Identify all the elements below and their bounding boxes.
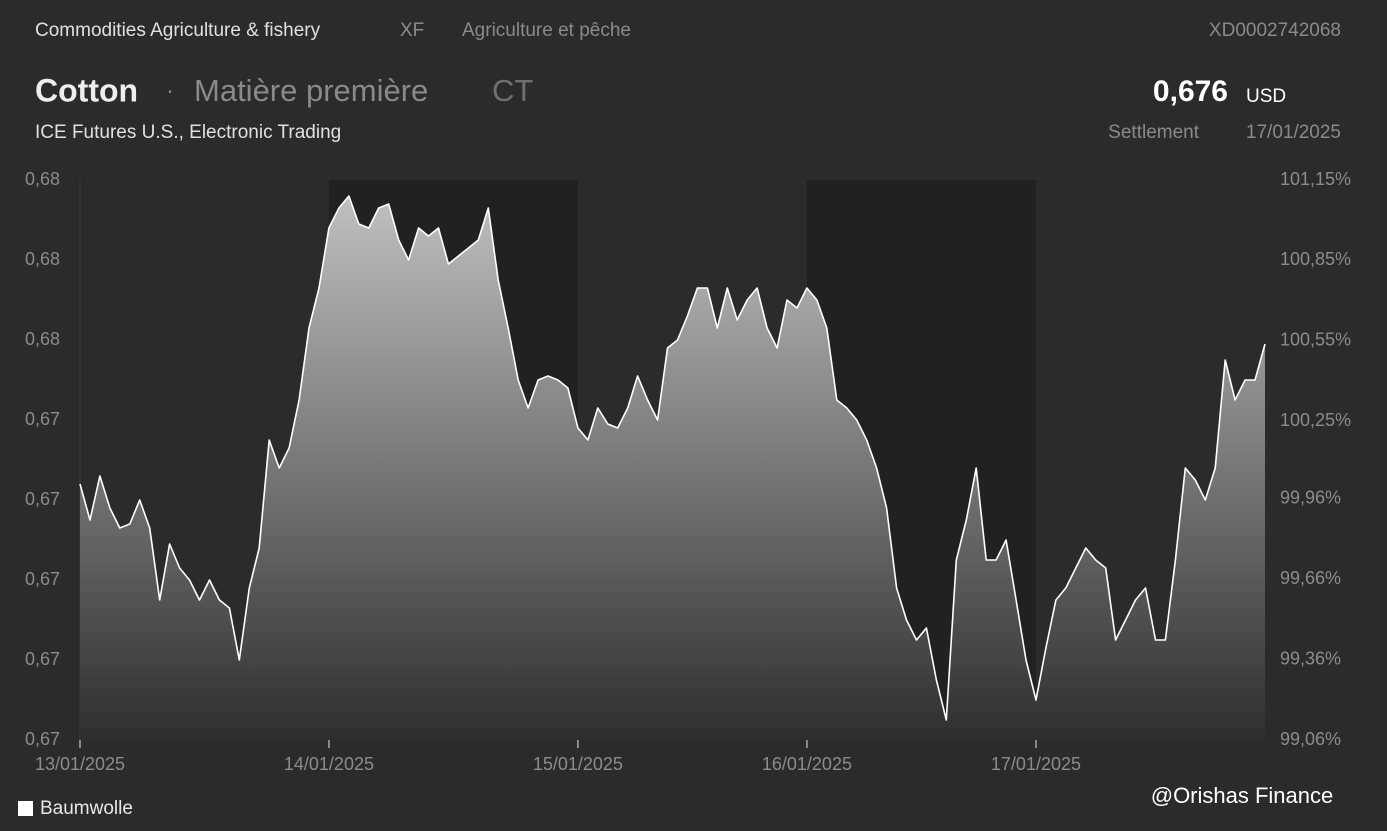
y2-tick-label: 100,85% bbox=[1280, 249, 1351, 269]
separator: · bbox=[166, 77, 174, 104]
isin: XD0002742068 bbox=[1209, 20, 1341, 41]
category-fr: Agriculture et pêche bbox=[462, 20, 631, 41]
price: 0,676 bbox=[1153, 75, 1228, 108]
y-tick-label: 0,67 bbox=[25, 489, 60, 509]
area-fill bbox=[80, 196, 1265, 740]
y-tick-label: 0,67 bbox=[25, 729, 60, 749]
currency: USD bbox=[1246, 86, 1286, 107]
y-tick-label: 0,67 bbox=[25, 649, 60, 669]
y-tick-label: 0,67 bbox=[25, 409, 60, 429]
x-tick-label: 14/01/2025 bbox=[284, 754, 374, 774]
y-tick-label: 0,68 bbox=[25, 329, 60, 349]
y-tick-label: 0,67 bbox=[25, 569, 60, 589]
x-tick-label: 17/01/2025 bbox=[991, 754, 1081, 774]
legend-label[interactable]: Baumwolle bbox=[40, 798, 133, 819]
y2-tick-label: 100,25% bbox=[1280, 410, 1351, 430]
asset-type: Matière première bbox=[194, 73, 428, 108]
instrument-name: Cotton bbox=[35, 72, 138, 108]
price-date: 17/01/2025 bbox=[1246, 122, 1341, 143]
symbol: CT bbox=[492, 73, 533, 108]
x-tick-label: 15/01/2025 bbox=[533, 754, 623, 774]
y2-tick-label: 99,06% bbox=[1280, 729, 1341, 749]
y2-tick-label: 99,66% bbox=[1280, 568, 1341, 588]
y2-tick-label: 99,96% bbox=[1280, 488, 1341, 508]
watermark: @Orishas Finance bbox=[1151, 783, 1334, 808]
price-type: Settlement bbox=[1108, 122, 1200, 143]
x-tick-label: 16/01/2025 bbox=[762, 754, 852, 774]
price-line bbox=[79, 195, 1266, 721]
code: XF bbox=[400, 20, 424, 41]
legend-swatch bbox=[18, 801, 33, 816]
exchange: ICE Futures U.S., Electronic Trading bbox=[35, 122, 341, 143]
x-tick-label: 13/01/2025 bbox=[35, 754, 125, 774]
y2-tick-label: 100,55% bbox=[1280, 330, 1351, 350]
y2-tick-label: 101,15% bbox=[1280, 169, 1351, 189]
y2-tick-label: 99,36% bbox=[1280, 648, 1341, 668]
category: Commodities Agriculture & fishery bbox=[35, 20, 321, 41]
y-tick-label: 0,68 bbox=[25, 169, 60, 189]
y-tick-label: 0,68 bbox=[25, 249, 60, 269]
